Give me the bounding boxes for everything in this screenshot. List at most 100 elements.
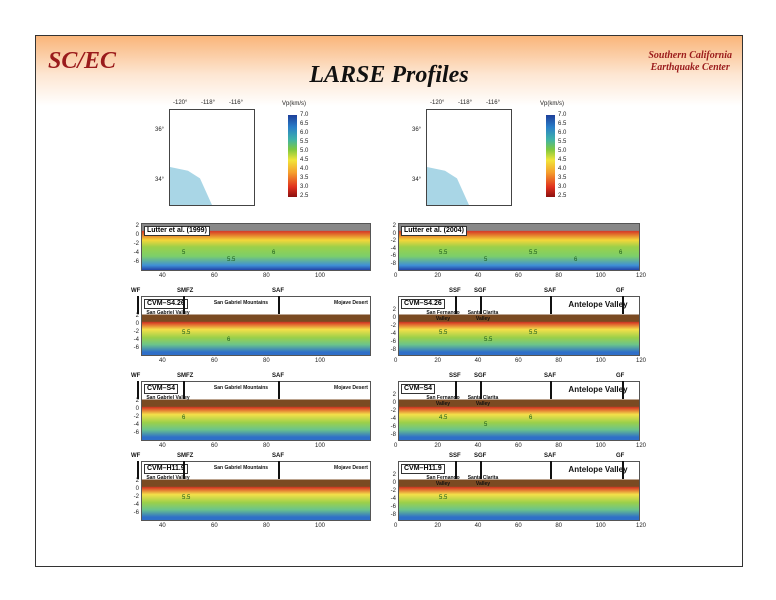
y-tick: -2 bbox=[390, 488, 396, 494]
colorbar-tick: 4.5 bbox=[558, 157, 567, 163]
region-label: San Fernando Valley bbox=[426, 310, 460, 322]
colorbar-tick: 5.5 bbox=[300, 139, 309, 145]
contour-label: 5.5 bbox=[182, 330, 191, 336]
x-tick: 60 bbox=[515, 443, 522, 449]
y-tick: -8 bbox=[390, 347, 396, 353]
slide-title: LARSE Profiles bbox=[309, 62, 469, 88]
y-tick: -4 bbox=[390, 331, 396, 337]
x-tick: 60 bbox=[211, 443, 218, 449]
contour-label: 5 bbox=[484, 257, 488, 264]
y-tick: 0 bbox=[392, 315, 396, 321]
fault-marker bbox=[137, 296, 139, 314]
fault-marker bbox=[278, 381, 280, 399]
y-tick: 2 bbox=[392, 472, 396, 478]
colorbar-tick: 7.0 bbox=[558, 112, 567, 118]
x-tick: 40 bbox=[474, 523, 482, 529]
region-label: Santa Clarita Valley bbox=[467, 395, 499, 407]
profile-panel: CVM–H11.9 5.5 bbox=[398, 461, 640, 521]
y-tick: -4 bbox=[390, 496, 396, 502]
region-label: San Gabriel Mountains bbox=[213, 465, 269, 471]
colorbar-tick: 6.5 bbox=[558, 121, 567, 127]
y-tick: 0 bbox=[135, 321, 139, 327]
panel-label: CVM–S4 bbox=[144, 384, 179, 394]
scec-logo: SC/EC bbox=[48, 48, 117, 74]
x-tick: 80 bbox=[555, 273, 563, 279]
x-tick: 60 bbox=[211, 358, 218, 364]
x-tick: 40 bbox=[159, 358, 166, 364]
contour-label: 6 bbox=[227, 337, 231, 343]
x-tick: 20 bbox=[434, 358, 442, 364]
y-tick: 2 bbox=[135, 478, 139, 484]
y-tick: 2 bbox=[135, 223, 139, 229]
y-tick: -4 bbox=[133, 502, 139, 508]
x-tick: 80 bbox=[555, 358, 563, 364]
contour-label: 5 bbox=[182, 250, 186, 257]
region-label: Mojave Desert bbox=[334, 465, 368, 471]
fault-label: GF bbox=[616, 288, 625, 294]
x-tick: 40 bbox=[474, 358, 482, 364]
fault-marker bbox=[455, 381, 457, 399]
y-tick: 2 bbox=[135, 398, 139, 404]
slide-header: SC/EC LARSE Profiles Southern California… bbox=[36, 36, 742, 106]
y-tick: -2 bbox=[390, 323, 396, 329]
profile-panel: CVM–S4.26 5.5 5.5 5.5 bbox=[398, 296, 640, 356]
y-tick: 0 bbox=[135, 486, 139, 492]
y-tick: -8 bbox=[390, 432, 396, 438]
fault-label: SGF bbox=[474, 373, 487, 379]
y-tick: -8 bbox=[390, 512, 396, 518]
y-tick: -8 bbox=[390, 260, 396, 267]
fault-label: SMFZ bbox=[177, 453, 194, 459]
fault-marker bbox=[622, 296, 624, 314]
fault-marker bbox=[480, 461, 482, 479]
colorbar-tick: 2.5 bbox=[300, 193, 309, 199]
colorbar-tick: 5.0 bbox=[558, 148, 567, 154]
profile-panel: Lutter et al. (1999) 5 5.5 6 bbox=[141, 223, 371, 271]
y-tick: -6 bbox=[133, 430, 139, 436]
x-tick: 80 bbox=[263, 443, 270, 449]
fault-marker bbox=[550, 381, 552, 399]
y-tick: -2 bbox=[133, 414, 139, 420]
location-map bbox=[169, 109, 255, 206]
fault-label: SSF bbox=[449, 288, 461, 294]
region-label: San Gabriel Valley bbox=[146, 475, 190, 481]
fault-label: SAF bbox=[272, 453, 284, 459]
profile-panel: CVM–S4 4.5 5 6 bbox=[398, 381, 640, 441]
lon-tick: -118° bbox=[458, 100, 472, 106]
x-tick: 80 bbox=[263, 523, 270, 529]
x-tick: 120 bbox=[636, 523, 647, 529]
x-tick: 100 bbox=[315, 523, 326, 529]
fault-marker bbox=[183, 381, 185, 399]
colorbar-title: Vp(km/s) bbox=[540, 101, 564, 107]
x-tick: 20 bbox=[434, 273, 442, 279]
y-tick: -6 bbox=[390, 504, 396, 510]
lon-tick: -120° bbox=[173, 100, 188, 106]
lon-tick: -118° bbox=[201, 100, 215, 106]
x-tick: 40 bbox=[159, 443, 166, 449]
region-label: San Fernando Valley bbox=[426, 475, 460, 487]
contour-label: 6 bbox=[182, 415, 186, 421]
colorbar-tick: 6.0 bbox=[300, 130, 309, 136]
panel-label: CVM–S4.26 bbox=[144, 299, 188, 309]
x-tick: 0 bbox=[394, 443, 398, 449]
panel-label: CVM–H11.9 bbox=[144, 464, 188, 474]
fault-label: SGF bbox=[474, 453, 487, 459]
slide: SC/EC LARSE Profiles Southern California… bbox=[35, 35, 743, 567]
y-tick: -6 bbox=[133, 345, 139, 351]
x-tick: 60 bbox=[515, 358, 522, 364]
ocean bbox=[170, 167, 212, 205]
contour-label: 6 bbox=[272, 250, 276, 257]
colorbar-tick: 4.5 bbox=[300, 157, 309, 163]
x-tick: 120 bbox=[636, 443, 647, 449]
region-label: San Fernando Valley bbox=[426, 395, 460, 407]
y-tick: 0 bbox=[392, 480, 396, 486]
profile-panel: Lutter et al. (2004) 5.5 5 5.5 6 6 bbox=[398, 223, 640, 271]
region-label: Antelope Valley bbox=[568, 385, 628, 394]
y-tick: -2 bbox=[133, 494, 139, 500]
panel-label: CVM–H11.9 bbox=[401, 464, 445, 474]
colorbar-tick: 3.5 bbox=[558, 175, 567, 181]
fault-label: SMFZ bbox=[177, 288, 194, 294]
lon-tick: -116° bbox=[229, 100, 243, 106]
fault-marker bbox=[622, 381, 624, 399]
fault-marker bbox=[455, 461, 457, 479]
x-tick: 80 bbox=[263, 358, 270, 364]
